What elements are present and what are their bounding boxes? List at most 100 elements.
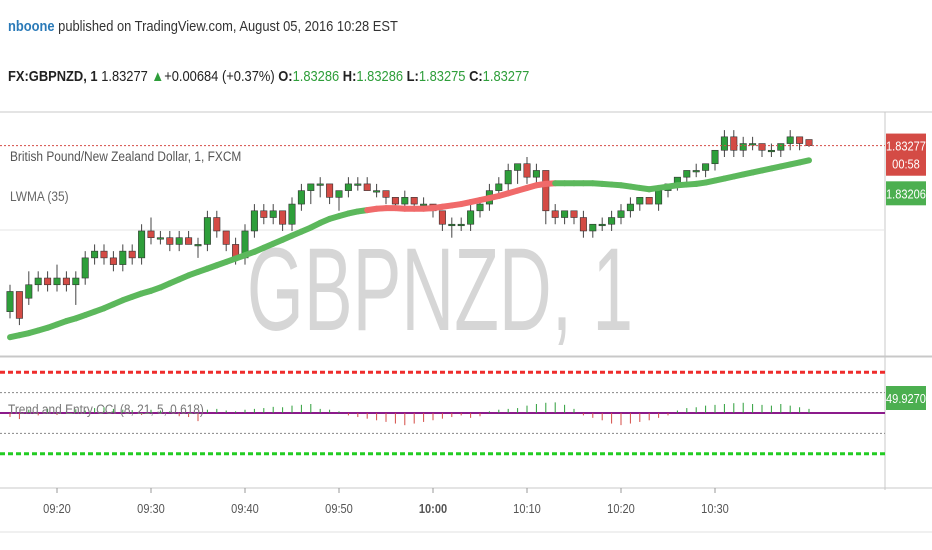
- candle-series: [6, 130, 813, 326]
- candle: [25, 271, 33, 305]
- candle: [749, 136, 757, 151]
- candle: [739, 136, 747, 157]
- time-tick: 10:10: [513, 488, 541, 516]
- time-tick: 10:20: [607, 488, 635, 516]
- oscillator-value-badge: [886, 386, 926, 410]
- up-arrow-icon: ▲: [151, 68, 165, 85]
- candle: [438, 210, 446, 231]
- candle: [175, 230, 183, 252]
- low-label: L:: [406, 68, 419, 85]
- oscillator-histogram: [9, 402, 810, 426]
- time-tick-label: 09:40: [231, 501, 259, 516]
- publish-text: published on TradingView.com, August 05,…: [58, 18, 398, 35]
- time-tick-label: 09:30: [137, 501, 165, 516]
- price-change: +0.00684 (+0.37%): [164, 68, 275, 85]
- candle: [344, 177, 352, 198]
- candle: [382, 190, 390, 205]
- time-tick: 09:30: [137, 488, 165, 516]
- candle: [166, 230, 174, 252]
- candle: [269, 204, 277, 225]
- candle: [636, 197, 644, 211]
- oscillator-levels: [0, 370, 885, 456]
- candle: [203, 210, 211, 252]
- author-link[interactable]: nboone: [8, 18, 55, 35]
- candle: [504, 163, 512, 191]
- candle: [81, 251, 89, 285]
- candle: [730, 130, 738, 157]
- candle: [156, 230, 164, 245]
- price-label-text: 00:58: [892, 157, 920, 172]
- time-tick-label: 10:10: [513, 501, 541, 516]
- candle: [598, 217, 606, 231]
- candle: [354, 177, 362, 191]
- price-label-text: 1.83206: [886, 186, 926, 201]
- candle: [589, 223, 597, 238]
- candle: [467, 204, 475, 231]
- candle: [373, 183, 381, 198]
- close-label: C:: [469, 68, 483, 85]
- time-tick: 09:40: [231, 488, 259, 516]
- candle: [185, 230, 193, 245]
- candle: [542, 170, 550, 225]
- low-value: 1.83275: [418, 68, 466, 85]
- candle: [796, 136, 804, 151]
- candle: [448, 217, 456, 238]
- time-tick-label: 10:20: [607, 501, 635, 516]
- candle: [297, 183, 305, 211]
- candle: [617, 204, 625, 225]
- lwma-segment: [796, 157, 812, 166]
- price-label-text: 1.83277: [886, 139, 926, 154]
- close-value: 1.83277: [482, 68, 530, 85]
- open-value: 1.83286: [292, 68, 340, 85]
- candle: [711, 149, 719, 171]
- symbol-name[interactable]: FX:GBPNZD, 1: [8, 68, 98, 85]
- candle: [514, 163, 522, 184]
- time-tick-label: 09:50: [325, 501, 353, 516]
- candle: [222, 230, 230, 252]
- candle: [626, 197, 634, 218]
- candle: [100, 244, 108, 265]
- candle: [91, 244, 99, 265]
- indicator-label-lwma[interactable]: LWMA (35): [10, 188, 69, 204]
- time-tick: 10:00: [419, 488, 447, 516]
- candle: [561, 210, 569, 225]
- last-price: 1.83277: [101, 68, 148, 85]
- candle: [335, 190, 343, 211]
- open-label: O:: [278, 68, 293, 85]
- candle: [6, 284, 14, 319]
- candle: [138, 224, 146, 265]
- candle: [194, 237, 202, 258]
- time-axis[interactable]: 09:20 09:30 09:40 09:50 10:00 10:10 10:20 10:30: [43, 488, 729, 516]
- oscillator-value: 49.9270: [886, 391, 926, 406]
- candle: [213, 210, 221, 238]
- high-label: H:: [342, 68, 357, 85]
- time-tick-label: 10:00: [419, 501, 447, 516]
- time-tick-label: 10:30: [701, 501, 729, 516]
- candle: [44, 271, 52, 292]
- candle: [15, 291, 23, 326]
- time-tick: 09:50: [325, 488, 353, 516]
- candle: [260, 204, 268, 225]
- candle: [250, 204, 258, 238]
- candle: [288, 197, 296, 231]
- candle: [62, 271, 70, 292]
- candle: [579, 210, 587, 238]
- candle: [655, 190, 663, 211]
- candle: [720, 130, 728, 157]
- candle: [786, 130, 794, 151]
- symbol-info-bar: FX:GBPNZD, 1 1.83277 ▲+0.00684 (+0.37%) …: [8, 68, 529, 85]
- symbol-watermark: GBPNZD, 1: [247, 223, 633, 355]
- candle: [692, 163, 700, 178]
- candle: [109, 251, 117, 272]
- candle: [551, 204, 559, 225]
- price-axis-labels: 1.83277 00:58 1.83206: [886, 133, 926, 206]
- candle: [363, 177, 371, 191]
- candle: [523, 157, 531, 184]
- candle: [279, 210, 287, 231]
- candle: [702, 163, 710, 178]
- candle: [532, 163, 540, 184]
- candle: [128, 244, 136, 265]
- candle: [570, 210, 578, 225]
- oscillator-label[interactable]: Trend and Entry CCI (8, 21, 5, 0.618): [8, 401, 204, 417]
